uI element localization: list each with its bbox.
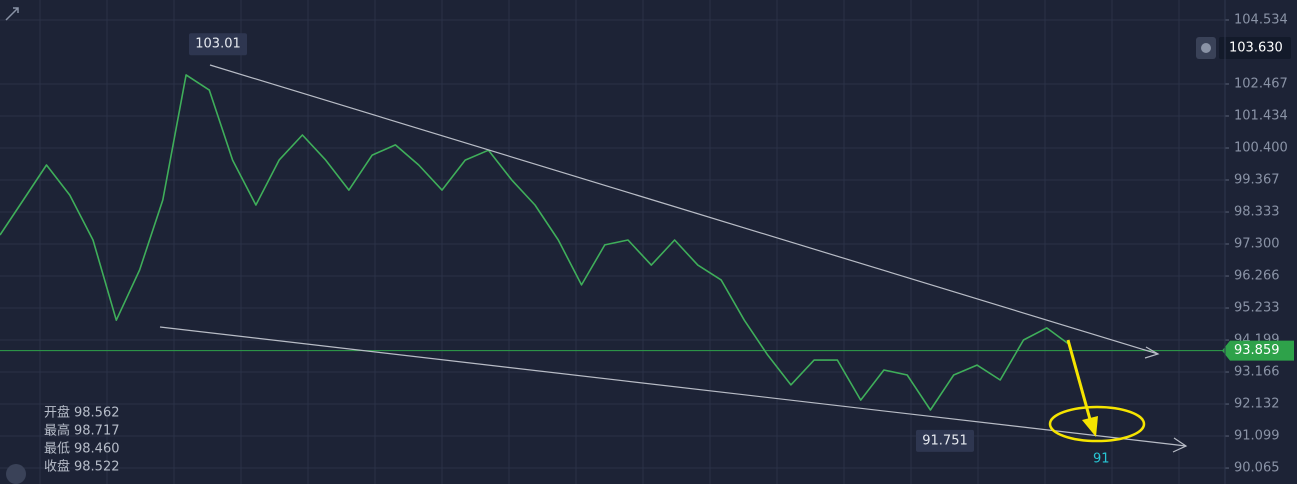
- target-arrow: [1066, 339, 1093, 424]
- ohlc-name: 最高: [44, 423, 70, 439]
- y-tick-label: 98.333: [1234, 205, 1280, 220]
- y-tick-label: 100.400: [1234, 141, 1288, 156]
- y-tick-label: 95.233: [1234, 301, 1280, 316]
- annotation-box: [189, 33, 247, 56]
- expand-icon[interactable]: [5, 7, 19, 21]
- arrow-head: [1172, 437, 1188, 453]
- target-arrow-head: [1082, 416, 1098, 437]
- ohlc-value: 98.522: [74, 460, 120, 475]
- ohlc-name: 开盘: [44, 405, 70, 421]
- price-tag: [1222, 340, 1294, 361]
- y-tick-label: 91.099: [1234, 429, 1280, 444]
- annotation-label: 91.751: [922, 433, 968, 448]
- alert-box: [1219, 36, 1291, 59]
- ohlc-name: 收盘: [44, 459, 70, 475]
- ohlc-value: 98.717: [74, 424, 120, 439]
- y-tick-label: 90.065: [1234, 461, 1280, 476]
- y-tick-label: 96.266: [1234, 269, 1280, 284]
- y-tick-label: 92.132: [1234, 397, 1280, 412]
- ohlc-value: 98.562: [74, 406, 120, 421]
- y-tick-label: 104.534: [1234, 13, 1288, 28]
- price-line: [0, 74, 1071, 411]
- annotation-label: 103.01: [195, 37, 241, 52]
- bell-icon: [1201, 42, 1211, 53]
- lower-trendline: [159, 326, 1187, 447]
- y-tick-label: 97.300: [1234, 237, 1280, 252]
- ohlc-value: 98.460: [74, 442, 120, 457]
- vertical-grid: [39, 0, 1180, 484]
- ohlc-name: 最低: [44, 442, 70, 457]
- y-tick-label: 102.467: [1234, 77, 1288, 92]
- price-tag-label: 93.859: [1234, 343, 1280, 358]
- upper-trendline: [209, 64, 1159, 355]
- alert-label: 103.630: [1229, 40, 1283, 55]
- target-label: 91: [1093, 452, 1110, 467]
- arrow-head: [1144, 346, 1160, 359]
- y-tick-label: 99.367: [1234, 173, 1280, 188]
- y-tick-label: 101.434: [1234, 108, 1288, 123]
- annotation-box: [916, 429, 974, 452]
- indicator-icon[interactable]: [6, 464, 26, 484]
- y-tick-label: 93.166: [1234, 365, 1280, 380]
- target-ellipse: [1048, 405, 1146, 443]
